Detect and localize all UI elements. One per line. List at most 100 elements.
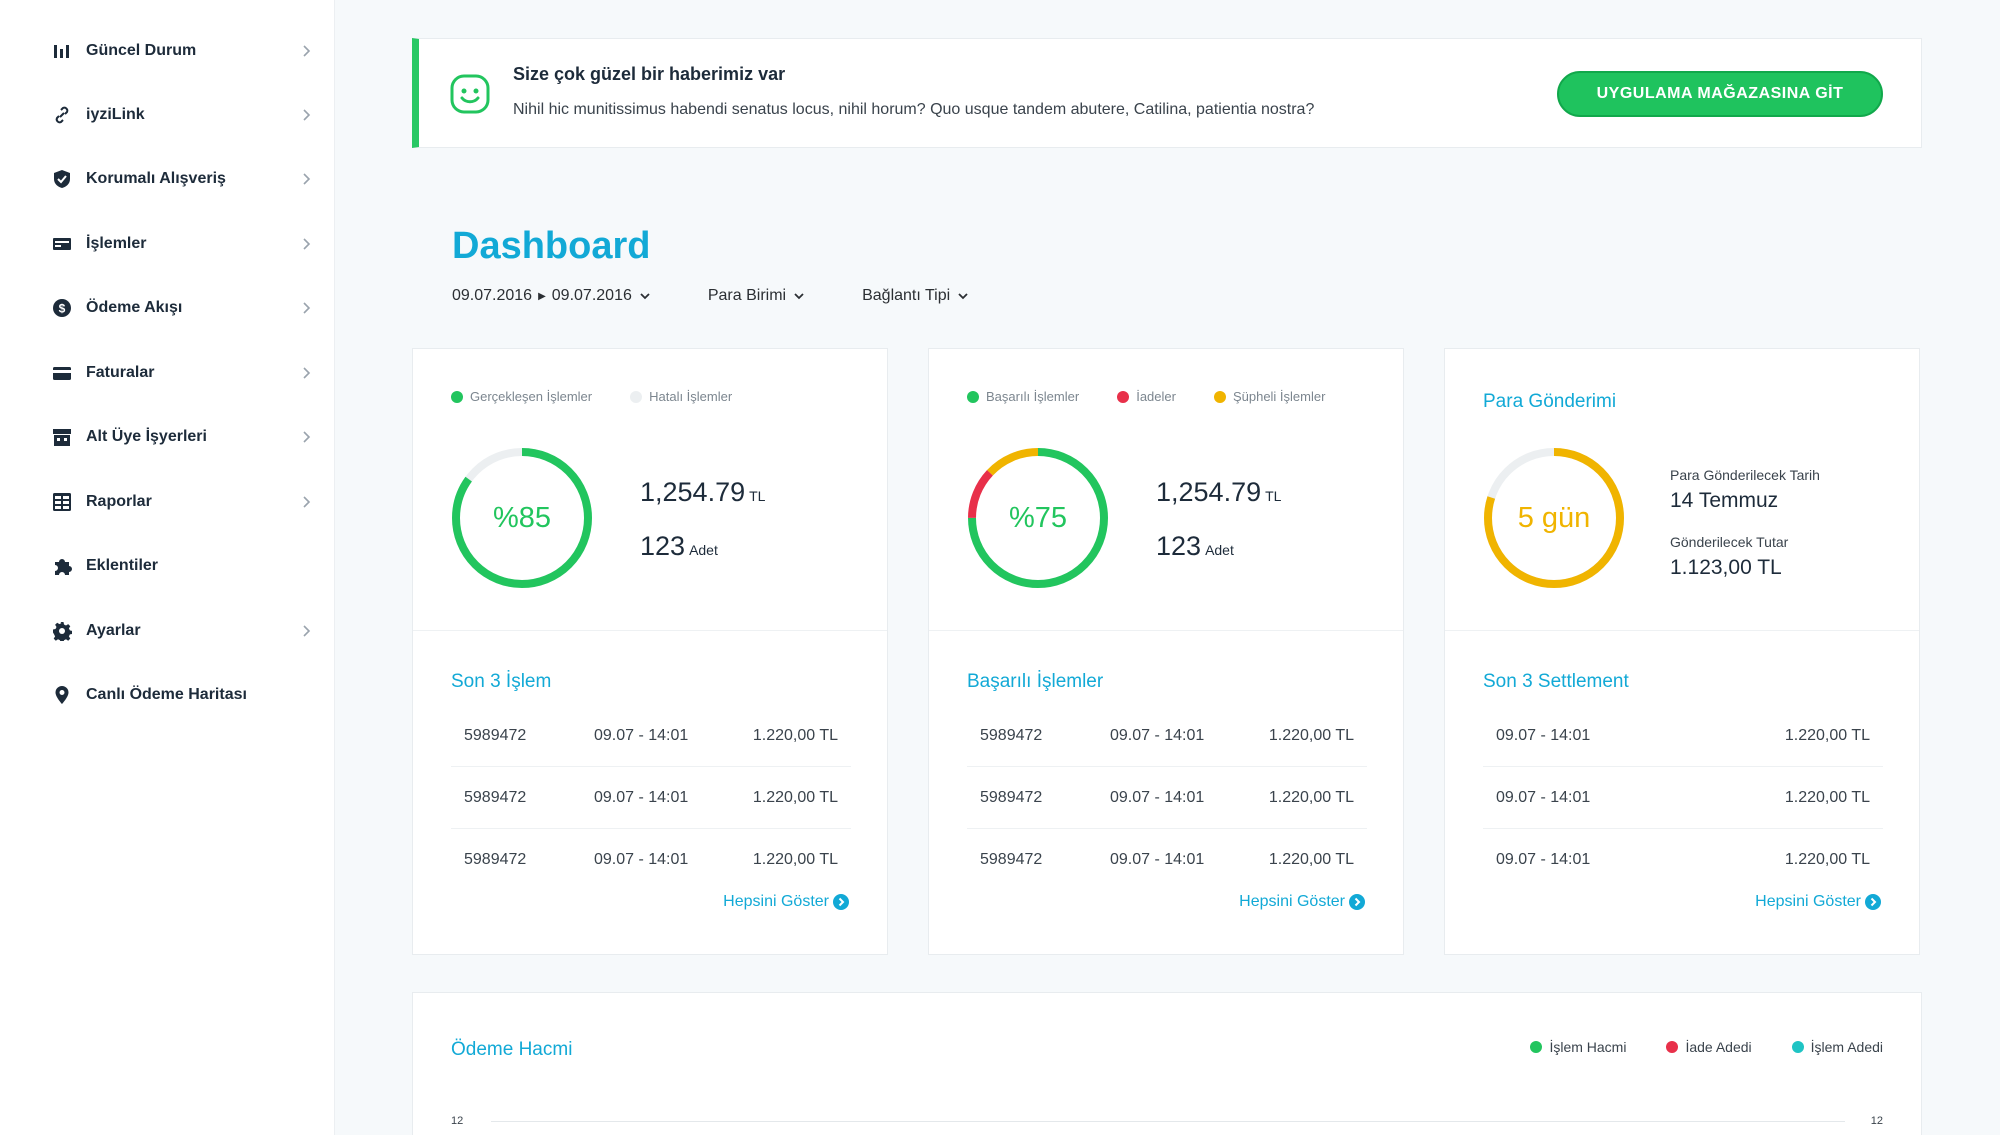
date-to: 09.07.2016	[551, 287, 632, 304]
legend-label: İşlem Adedi	[1810, 1039, 1883, 1055]
sidebar-item-label: Faturalar	[86, 364, 155, 381]
show-all-link[interactable]: Hepsini Göster	[723, 893, 849, 911]
sidebar-item-iyzilink[interactable]: iyziLink	[50, 95, 315, 135]
chevron-right-icon	[297, 170, 315, 188]
legend-item[interactable]: İşlem Hacmi	[1530, 1039, 1626, 1055]
legend-label: İadeler	[1136, 389, 1176, 404]
show-all-link[interactable]: Hepsini Göster	[1239, 893, 1365, 911]
table-row[interactable]: 09.07 - 14:01 1.220,00 TL	[1483, 829, 1883, 891]
chevron-right-icon	[297, 42, 315, 60]
amount-unit: TL	[749, 488, 766, 504]
currency-filter-label: Para Birimi	[707, 287, 787, 304]
card-legend: Başarılı İşlemler İadeler Şüpheli İşleml…	[967, 389, 1325, 404]
sidebar-item-label: Canlı Ödeme Haritası	[86, 686, 247, 703]
amount-value: 1,254.79	[1156, 477, 1262, 507]
amount-unit: TL	[1265, 488, 1282, 504]
chevron-down-icon	[958, 293, 968, 300]
status-ring-suspicious-segment	[968, 448, 1108, 588]
sidebar-item-faturalar[interactable]: Faturalar	[50, 353, 315, 393]
legend-label: Şüpheli İşlemler	[1232, 389, 1326, 404]
store-icon	[50, 425, 74, 449]
sidebar-item-label: Ödeme Akışı	[86, 299, 183, 316]
payout-title: Para Gönderimi	[1483, 391, 1617, 412]
sidebar-item-islemler[interactable]: İşlemler	[50, 224, 315, 264]
transactions-icon	[50, 232, 74, 256]
coin-icon: $	[50, 296, 74, 320]
table-row[interactable]: 5989472 09.07 - 14:01 1.220,00 TL	[451, 705, 851, 767]
table-icon	[50, 490, 74, 514]
announcement-banner: Size çok güzel bir haberimiz var Nihil h…	[412, 38, 1922, 148]
arrow-circle-right-icon	[1865, 894, 1881, 910]
transaction-amount: 1.220,00 TL	[1268, 788, 1354, 806]
show-all-label: Hepsini Göster	[1755, 893, 1861, 910]
sidebar-item-label: İşlemler	[86, 235, 147, 252]
sidebar-item-alt-uye-isyerleri[interactable]: Alt Üye İşyerleri	[50, 417, 315, 457]
chevron-right-icon	[297, 364, 315, 382]
transaction-time: 09.07 - 14:01	[594, 788, 689, 806]
legend-label: Gerçekleşen İşlemler	[470, 389, 593, 404]
chevron-down-icon	[640, 293, 650, 300]
svg-text:$: $	[59, 302, 66, 316]
settlement-time: 09.07 - 14:01	[1496, 851, 1591, 868]
y-axis-label-left: 12	[451, 1115, 464, 1127]
sidebar-item-canli-odeme-haritasi[interactable]: Canlı Ödeme Haritası	[50, 675, 315, 715]
go-to-app-store-button[interactable]: UYGULAMA MAĞAZASINA GİT	[1557, 71, 1883, 117]
chevron-right-icon	[297, 106, 315, 124]
bar-chart-icon	[50, 39, 74, 63]
settlement-amount: 1.220,00 TL	[1784, 851, 1870, 868]
banner-title: Size çok güzel bir haberimiz var	[513, 64, 786, 84]
section-title: Son 3 Settlement	[1483, 671, 1629, 692]
chevron-right-icon	[297, 493, 315, 511]
map-pin-icon	[50, 683, 74, 707]
legend-item[interactable]: İade Adedi	[1666, 1039, 1752, 1055]
puzzle-icon	[50, 554, 74, 578]
section-title: Son 3 İşlem	[451, 671, 552, 692]
smiley-icon	[449, 73, 491, 115]
settlement-time: 09.07 - 14:01	[1496, 788, 1591, 806]
filter-bar: 09.07.2016 ▶ 09.07.2016 Para Birimi Bağl…	[452, 287, 970, 305]
sidebar-item-ayarlar[interactable]: Ayarlar	[50, 611, 315, 651]
table-row[interactable]: 5989472 09.07 - 14:01 1.220,00 TL	[451, 767, 851, 829]
table-row[interactable]: 09.07 - 14:01 1.220,00 TL	[1483, 705, 1883, 767]
chevron-right-icon	[297, 622, 315, 640]
legend-dot	[1530, 1041, 1543, 1053]
legend-dot	[1213, 390, 1226, 403]
currency-filter[interactable]: Para Birimi	[708, 287, 806, 305]
table-row[interactable]: 5989472 09.07 - 14:01 1.220,00 TL	[967, 705, 1367, 767]
sidebar-item-eklentiler[interactable]: Eklentiler	[50, 546, 315, 586]
page-title: Dashboard	[452, 225, 651, 267]
transactions-summary-card: Gerçekleşen İşlemler Hatalı İşlemler %85…	[412, 348, 888, 955]
legend-item[interactable]: İşlem Adedi	[1791, 1039, 1883, 1055]
success-rate-label: %75	[1008, 501, 1068, 534]
transaction-id: 5989472	[980, 788, 1043, 806]
payment-volume-card: Ödeme Hacmi İşlem Hacmi İade Adedi İşlem…	[412, 992, 1922, 1135]
table-row[interactable]: 5989472 09.07 - 14:01 1.220,00 TL	[451, 829, 851, 891]
chevron-right-icon	[297, 235, 315, 253]
arrow-circle-right-icon	[833, 894, 849, 910]
sidebar-item-label: Eklentiler	[86, 557, 159, 574]
success-rate-label: %85	[492, 501, 552, 534]
sidebar-item-guncel-durum[interactable]: Güncel Durum	[50, 31, 315, 71]
payout-days-ring	[1484, 448, 1624, 588]
count-value: 123	[640, 531, 686, 561]
show-all-link[interactable]: Hepsini Göster	[1755, 893, 1881, 911]
connection-type-filter[interactable]: Bağlantı Tipi	[862, 287, 970, 305]
date-range-filter[interactable]: 09.07.2016 ▶ 09.07.2016	[452, 287, 652, 305]
sidebar-item-label: iyziLink	[86, 106, 145, 123]
sidebar-item-odeme-akisi[interactable]: $ Ödeme Akışı	[50, 288, 315, 328]
table-row[interactable]: 5989472 09.07 - 14:01 1.220,00 TL	[967, 829, 1367, 891]
payment-volume-title: Ödeme Hacmi	[451, 1039, 573, 1060]
sidebar-item-raporlar[interactable]: Raporlar	[50, 482, 315, 522]
payout-amount-value: 1.123,00 TL	[1670, 556, 1782, 579]
legend-dot	[1666, 1041, 1679, 1053]
successful-transactions-list: 5989472 09.07 - 14:01 1.220,00 TL 5989472 0…	[967, 705, 1367, 891]
legend-item: Başarılı İşlemler	[967, 389, 1079, 404]
transaction-amount: 1.220,00 TL	[1268, 851, 1354, 868]
payout-days-label: 5 gün	[1517, 501, 1591, 534]
sidebar-item-korumali-alisveris[interactable]: Korumalı Alışveriş	[50, 159, 315, 199]
chevron-down-icon	[794, 293, 804, 300]
table-row[interactable]: 09.07 - 14:01 1.220,00 TL	[1483, 767, 1883, 829]
table-row[interactable]: 5989472 09.07 - 14:01 1.220,00 TL	[967, 767, 1367, 829]
link-icon	[50, 103, 74, 127]
legend-label: İade Adedi	[1685, 1039, 1752, 1055]
